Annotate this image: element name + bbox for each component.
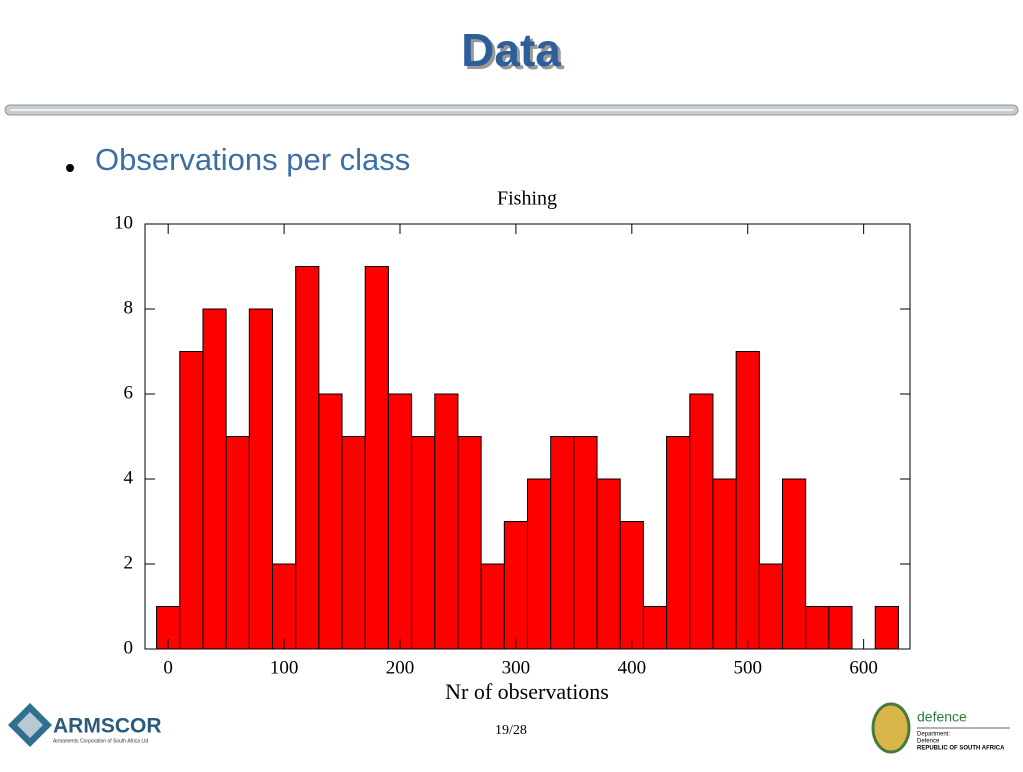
x-tick-label: 200	[386, 657, 415, 678]
x-tick-label: 300	[502, 657, 531, 678]
bar	[457, 436, 482, 650]
bar	[202, 308, 227, 650]
x-tick-label: 0	[163, 657, 173, 678]
y-tick-label: 4	[124, 467, 134, 488]
bar	[666, 436, 691, 650]
y-tick-label: 2	[124, 552, 134, 573]
chart-title: Fishing	[497, 188, 557, 210]
bar	[225, 436, 250, 650]
logo-right-line2: Defence	[917, 739, 940, 745]
bar	[179, 351, 204, 650]
logo-right-line1: Department:	[917, 732, 950, 738]
bar	[874, 606, 899, 650]
title-shadow: Data	[464, 27, 564, 79]
bar	[573, 436, 598, 650]
logo-right-line3: REPUBLIC OF SOUTH AFRICA	[917, 746, 1005, 752]
bar	[828, 606, 853, 650]
bar	[805, 606, 830, 650]
y-tick-label: 10	[114, 212, 133, 233]
bar	[411, 436, 436, 650]
bar	[503, 521, 528, 650]
slide-title: Data	[461, 24, 561, 76]
bar	[527, 478, 552, 650]
bar	[596, 478, 621, 650]
logo-left-subtitle: Armaments Corporation of South Africa Lt…	[53, 738, 149, 744]
y-tick-label: 8	[124, 297, 134, 318]
bar	[248, 308, 273, 650]
x-tick-label: 600	[849, 657, 878, 678]
bar	[272, 563, 297, 650]
coat-of-arms	[871, 702, 911, 754]
page-number: 19/28	[495, 723, 527, 738]
bar	[642, 606, 668, 650]
y-tick-label: 6	[124, 382, 134, 403]
bar	[735, 351, 760, 650]
bar	[782, 478, 807, 650]
x-tick-label: 500	[733, 657, 762, 678]
bar	[689, 393, 714, 650]
logo-right: defence Department: Defence REPUBLIC OF …	[871, 702, 1010, 754]
y-tick-label: 0	[124, 637, 134, 658]
bar	[364, 266, 389, 650]
bar	[758, 563, 783, 650]
bar	[480, 563, 505, 650]
bar	[295, 266, 320, 650]
bar	[619, 521, 644, 650]
bar	[550, 436, 575, 650]
bar	[712, 478, 737, 650]
bullet-text: Observations per class	[95, 142, 410, 177]
x-tick-label: 100	[270, 657, 299, 678]
bar	[387, 393, 413, 650]
x-axis-label: Nr of observations	[445, 679, 609, 704]
bar	[318, 393, 343, 650]
bar	[341, 436, 366, 650]
logo-left-icon-inner	[17, 712, 43, 738]
logo-left-name: ARMSCOR	[53, 715, 162, 738]
plot-frame	[144, 223, 911, 650]
logo-left: ARMSCOR Armaments Corporation of South A…	[8, 703, 162, 747]
x-tick-label: 400	[618, 657, 647, 678]
logo-right-name: defence	[917, 709, 967, 725]
bullet-dot	[66, 164, 74, 172]
bar	[434, 393, 459, 650]
